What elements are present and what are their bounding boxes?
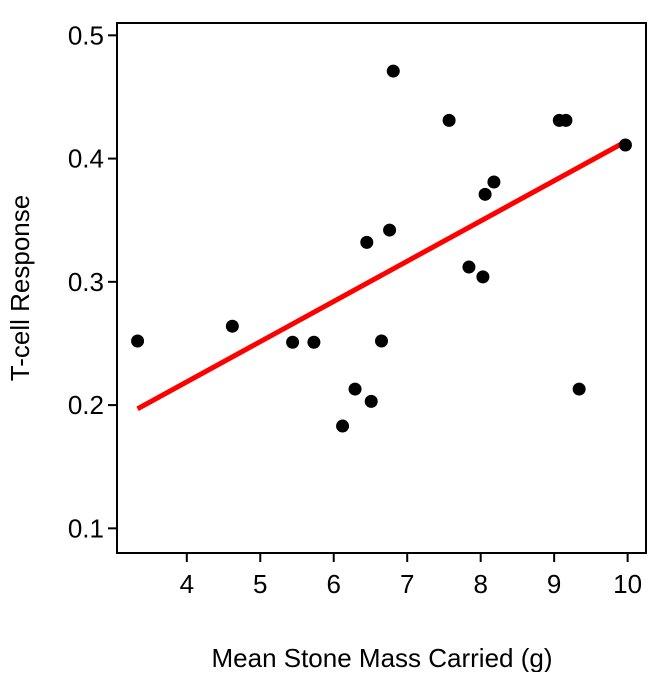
x-tick-label: 10 [613,569,642,599]
data-point [364,394,378,408]
data-point [225,319,239,333]
x-tick-label: 9 [547,569,561,599]
x-tick-label: 4 [180,569,194,599]
data-point [476,270,490,284]
data-point [336,419,350,433]
regression-line [136,140,626,411]
data-point [618,138,632,152]
data-point [487,175,501,189]
x-tick-label: 5 [253,569,267,599]
axes: 4 5 6 7 8 9 10 0.1 0.2 0.3 0.4 0.5 [68,20,647,599]
data-point [442,113,456,127]
x-tick-label: 7 [400,569,414,599]
data-point [360,235,374,249]
y-tick-label: 0.4 [68,144,104,174]
x-tick-label: 6 [327,569,341,599]
points-layer [131,64,632,433]
data-point [375,334,388,348]
y-tick-label: 0.2 [68,390,104,420]
x-tick-label: 8 [473,569,487,599]
data-point [462,260,476,274]
data-point [286,335,300,349]
y-tick-label: 0.3 [68,267,104,297]
x-axis-title: Mean Stone Mass Carried (g) [211,643,552,672]
data-point [383,223,397,237]
data-point [386,64,400,78]
fit-line-layer [136,140,626,411]
data-point [572,382,586,396]
data-point [307,335,321,349]
plot-frame [116,22,647,554]
y-axis-title: T-cell Response [5,195,35,381]
data-point [478,187,492,201]
y-tick-label: 0.5 [68,20,104,50]
y-tick-label: 0.1 [68,513,104,543]
data-point [131,334,145,348]
data-point [348,382,362,396]
data-point [559,113,573,127]
